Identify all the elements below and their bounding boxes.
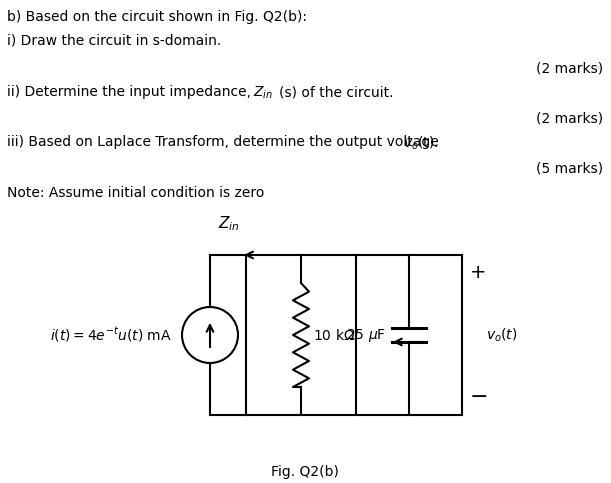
Text: i) Draw the circuit in s-domain.: i) Draw the circuit in s-domain. — [7, 33, 221, 47]
Text: 25 $\mu$F: 25 $\mu$F — [346, 327, 386, 343]
Text: +: + — [470, 264, 486, 283]
Text: 10 k$\Omega$: 10 k$\Omega$ — [313, 327, 355, 342]
Text: $i(t) = 4e^{-t}u(t)$ mA: $i(t) = 4e^{-t}u(t)$ mA — [50, 326, 172, 344]
Text: Note: Assume initial condition is zero: Note: Assume initial condition is zero — [7, 186, 265, 200]
Text: $Z_{in}$: $Z_{in}$ — [218, 214, 240, 233]
Text: $Z_{in}$: $Z_{in}$ — [253, 85, 273, 101]
Text: (2 marks): (2 marks) — [536, 62, 603, 76]
Text: b) Based on the circuit shown in Fig. Q2(b):: b) Based on the circuit shown in Fig. Q2… — [7, 10, 307, 24]
Text: iii) Based on Laplace Transform, determine the output voltage: iii) Based on Laplace Transform, determi… — [7, 135, 443, 149]
Text: (2 marks): (2 marks) — [536, 112, 603, 126]
Text: $v_o(t)$: $v_o(t)$ — [486, 327, 518, 344]
Text: Fig. Q2(b): Fig. Q2(b) — [271, 465, 339, 479]
Text: −: − — [470, 387, 489, 407]
Text: ii) Determine the input impedance,: ii) Determine the input impedance, — [7, 85, 255, 99]
Text: (s) of the circuit.: (s) of the circuit. — [279, 85, 393, 99]
Text: $v_o$(t).: $v_o$(t). — [403, 135, 439, 153]
Text: (5 marks): (5 marks) — [536, 162, 603, 176]
